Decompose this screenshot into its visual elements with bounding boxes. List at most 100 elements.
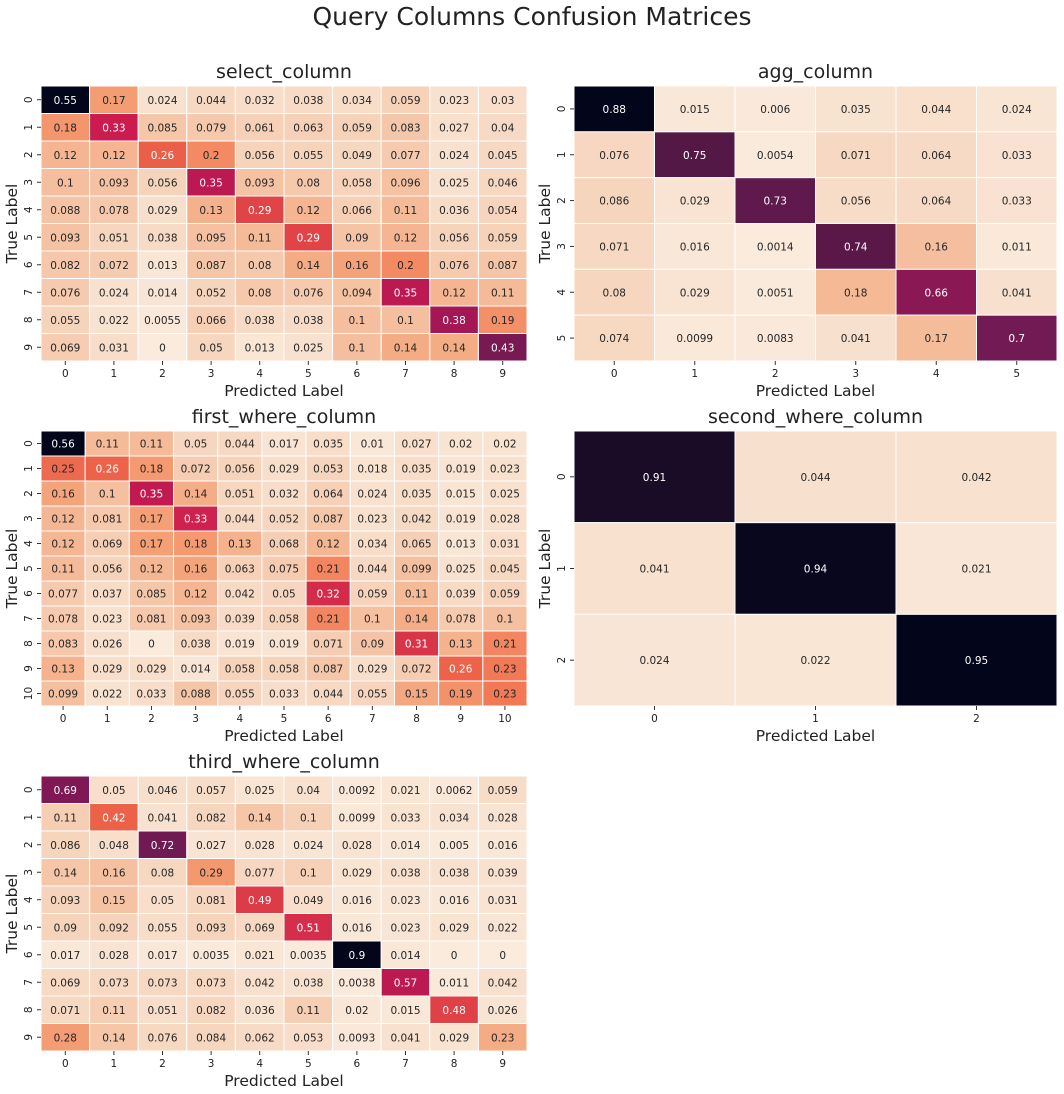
- heatmap-cell: [482, 680, 528, 707]
- heatmap-cell: [477, 305, 528, 334]
- cell-value-label: 0.0099: [339, 812, 376, 824]
- cell-value-label: 0.11: [140, 439, 163, 451]
- cell-value-label: 0.013: [446, 539, 476, 551]
- y-tick-label: 6: [23, 590, 35, 597]
- cell-value-label: 0.037: [92, 589, 122, 601]
- heatmap-cell: [895, 131, 977, 179]
- x-tick-label: 5: [305, 368, 312, 380]
- heatmap-cell: [89, 278, 139, 307]
- cell-value-label: 0.071: [841, 150, 871, 162]
- y-axis-label: True Label: [3, 529, 21, 610]
- cell-value-label: 0: [159, 342, 166, 354]
- heatmap-cell: [477, 968, 528, 997]
- y-tick-label: 7: [23, 615, 35, 622]
- cell-value-label: 0.21: [493, 639, 516, 651]
- cell-value-label: 0.072: [99, 260, 129, 272]
- heatmap-cell: [84, 480, 130, 507]
- y-tick-label: 8: [23, 316, 35, 323]
- cell-value-label: 0.016: [342, 895, 372, 907]
- cell-value-label: 0.48: [442, 1005, 465, 1017]
- heatmap-cell: [283, 858, 334, 887]
- cell-value-label: 0.15: [405, 689, 428, 701]
- cell-value-label: 0.12: [442, 287, 465, 299]
- heatmap-cell: [261, 480, 307, 507]
- heatmap-cell: [477, 195, 528, 224]
- cell-value-label: 0.11: [248, 232, 271, 244]
- heatmap-cell: [482, 605, 528, 632]
- cell-value-label: 0.058: [269, 664, 299, 676]
- cell-value-label: 0.1: [397, 315, 414, 327]
- cell-value-label: 0.1: [349, 342, 366, 354]
- cell-value-label: 0.077: [48, 589, 78, 601]
- cell-value-label: 0.045: [488, 150, 518, 162]
- heatmap-cell: [305, 605, 351, 632]
- cell-value-label: 0.024: [293, 840, 323, 852]
- heatmap-cell: [89, 913, 139, 942]
- cell-value-label: 0.17: [140, 539, 163, 551]
- cell-value-label: 0.1: [349, 315, 366, 327]
- x-tick-label: 5: [281, 713, 288, 725]
- heatmap-cell: [429, 940, 479, 969]
- cell-value-label: 0.33: [184, 514, 207, 526]
- cell-value-label: 0.023: [92, 614, 122, 626]
- cell-value-label: 0.026: [488, 1005, 518, 1017]
- cell-value-label: 0.028: [245, 840, 275, 852]
- heatmap-cell: [261, 430, 307, 457]
- x-tick-label: 7: [369, 713, 376, 725]
- cell-value-label: 0.0035: [290, 950, 327, 962]
- cell-value-label: 0.076: [147, 1032, 177, 1044]
- cell-value-label: 0.042: [225, 589, 255, 601]
- cell-value-label: 0.14: [102, 1032, 126, 1044]
- cell-value-label: 0.058: [342, 177, 372, 189]
- cell-value-label: 0.054: [488, 205, 518, 217]
- heatmap-cell: [429, 278, 479, 307]
- cell-value-label: 0.072: [402, 664, 432, 676]
- cell-value-label: 0.087: [196, 260, 226, 272]
- heatmap-cell: [429, 195, 479, 224]
- heatmap-cell: [40, 968, 91, 997]
- cell-value-label: 0.044: [800, 472, 830, 484]
- cell-value-label: 0.034: [342, 95, 372, 107]
- cell-value-label: 0.12: [297, 205, 320, 217]
- y-tick-label: 3: [23, 869, 35, 876]
- cell-value-label: 0.076: [599, 150, 629, 162]
- cell-value-label: 0.083: [390, 122, 420, 134]
- cell-value-label: 0.044: [313, 689, 343, 701]
- cell-value-label: 0.43: [491, 342, 514, 354]
- heatmap-cell: [137, 1023, 188, 1052]
- cell-value-label: 0.19: [491, 315, 514, 327]
- heatmap-cell: [895, 430, 1058, 524]
- cell-value-label: 0.082: [196, 1005, 226, 1017]
- y-axis-label: True Label: [536, 529, 554, 610]
- cell-value-label: 0.028: [342, 840, 372, 852]
- cell-value-label: 0.016: [342, 922, 372, 934]
- heatmap-cell: [380, 940, 431, 969]
- cell-value-label: 0.041: [1002, 287, 1032, 299]
- cell-value-label: 0.21: [316, 564, 339, 576]
- x-tick-label: 6: [354, 1058, 361, 1070]
- cell-value-label: 0.052: [196, 287, 226, 299]
- cell-value-label: 0.12: [51, 539, 74, 551]
- heatmap-cell: [305, 655, 351, 682]
- heatmap-cell: [393, 430, 440, 457]
- cell-value-label: 0.029: [136, 664, 166, 676]
- heatmap-cell: [217, 455, 263, 482]
- figure-title: Query Columns Confusion Matrices: [312, 2, 752, 31]
- cell-value-label: 0.56: [51, 439, 75, 451]
- heatmap-cell: [349, 680, 395, 707]
- cell-value-label: 0.069: [245, 922, 275, 934]
- y-tick-label: 0: [23, 786, 35, 793]
- cell-value-label: 0.041: [841, 333, 871, 345]
- cell-value-label: 0.046: [488, 177, 518, 189]
- y-tick-label: 9: [23, 344, 35, 351]
- cell-value-label: 0.1: [300, 812, 317, 824]
- heatmap-cell: [815, 268, 897, 316]
- heatmap-cell: [89, 803, 139, 832]
- cell-value-label: 0.073: [147, 977, 177, 989]
- heatmap-cell: [261, 455, 307, 482]
- heatmap-cell: [482, 630, 528, 657]
- y-tick-label: 2: [556, 657, 568, 664]
- cell-value-label: 0.08: [297, 177, 320, 189]
- heatmap-cell: [477, 1023, 528, 1052]
